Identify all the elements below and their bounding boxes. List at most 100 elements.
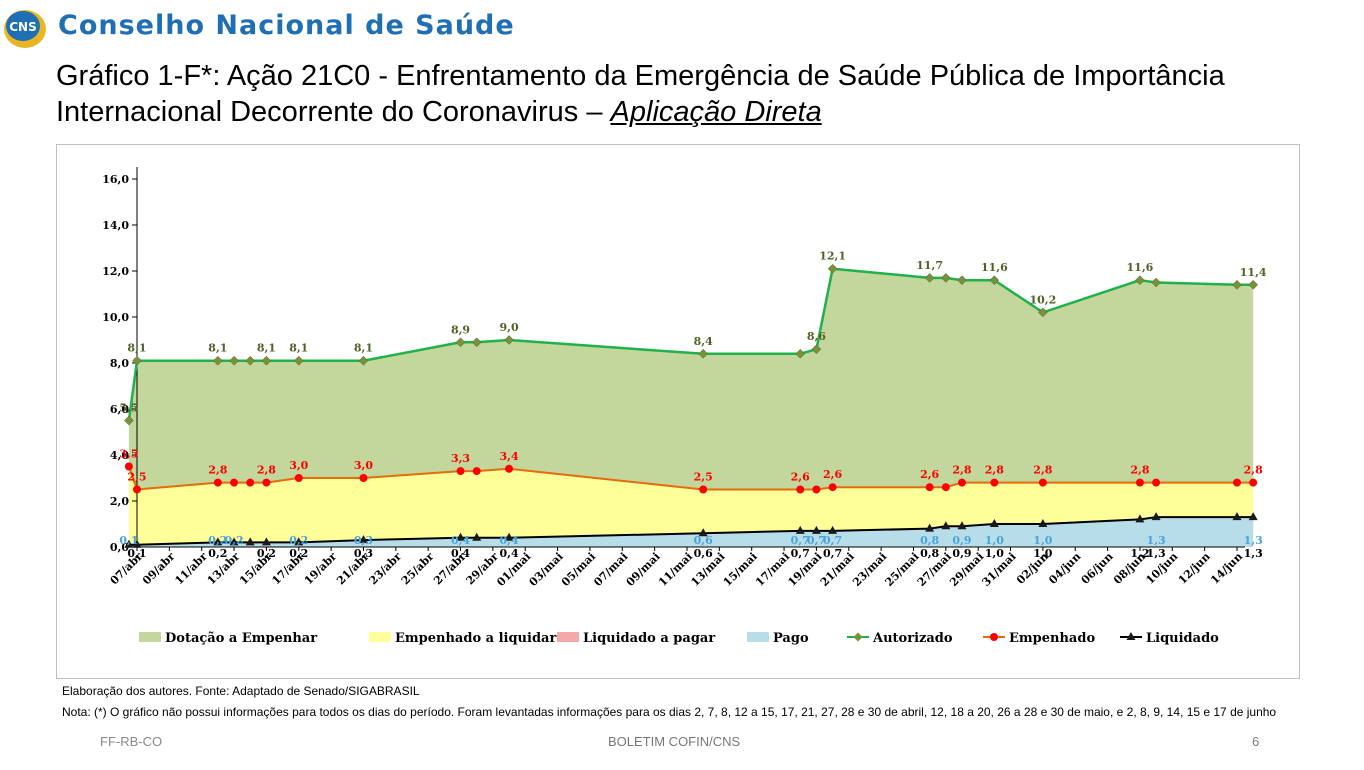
title-main: Gráfico 1-F*: Ação 21C0 - Enfrentamento … — [56, 60, 1225, 128]
liquidado-data-label: 0,1 — [127, 547, 146, 560]
empenhado-point — [1135, 478, 1144, 487]
liquidado-data-label: 1,3 — [1244, 547, 1263, 560]
liquidado-data-label: 0,2 — [208, 547, 227, 560]
area-chart: 0,02,04,06,08,010,012,014,016,007/abr09/… — [102, 167, 1267, 646]
autorizado-data-label: 8,1 — [208, 342, 227, 355]
autorizado-point — [940, 273, 951, 283]
liquidado-point — [989, 519, 999, 527]
liquidado-point — [1038, 519, 1048, 527]
x-tick-label: 11/abr — [172, 550, 210, 588]
autorizado-point — [261, 355, 272, 366]
autorizado-point — [957, 275, 967, 286]
page-title: Gráfico 1-F*: Ação 21C0 - Enfrentamento … — [56, 58, 1316, 130]
autorizado-data-label: 8,1 — [257, 342, 276, 355]
liquidado-point — [795, 525, 805, 534]
legend-swatch — [369, 632, 391, 642]
autorizado-data-label: 5,5 — [119, 402, 138, 415]
liquidado-data-label: 0,8 — [920, 547, 939, 560]
pago-data-label: 1,0 — [985, 534, 1004, 547]
empenhado-data-label: 3,5 — [119, 448, 138, 461]
autorizado-point — [698, 348, 709, 359]
legend-item: Empenhado a liquidar — [369, 631, 556, 646]
liquidado-data-label: 0,6 — [694, 547, 713, 560]
autorizado-data-label: 11,6 — [981, 261, 1008, 274]
y-tick-label: 10,0 — [102, 311, 129, 324]
autorizado-point — [1151, 277, 1161, 288]
header: CNS Conselho Nacional de Saúde — [0, 0, 1364, 50]
legend-label: Empenhado a liquidar — [395, 631, 556, 646]
title-dash: – — [578, 96, 611, 128]
empenhado-data-label: 2,8 — [1033, 464, 1052, 477]
autorizado-point — [1248, 279, 1259, 290]
autorizado-data-label: 9,0 — [499, 321, 518, 334]
x-tick-label: 07/mai — [591, 550, 630, 589]
legend-item: Autorizado — [847, 631, 953, 646]
legend-diamond-marker — [853, 632, 863, 642]
pago-data-label: 0,2 — [224, 534, 243, 547]
empenhado-point — [941, 483, 950, 492]
autorizado-data-label: 8,1 — [289, 342, 308, 355]
liquidado-data-label: 1,3 — [1147, 547, 1166, 560]
liquidado-data-label: 0,7 — [791, 547, 810, 560]
liquidado-point — [811, 525, 821, 534]
liquidado-data-label: 0,9 — [952, 547, 971, 560]
autorizado-point — [989, 275, 1000, 286]
legend-label: Liquidado a pagar — [583, 631, 715, 646]
empenhado-point — [1038, 478, 1047, 487]
empenhado-data-label: 3,0 — [289, 459, 308, 472]
autorizado-point — [924, 273, 935, 283]
x-tick-label: 25/abr — [399, 550, 437, 588]
empenhado-data-label: 3,3 — [451, 452, 470, 465]
pago-data-label: 0,7 — [823, 534, 842, 547]
page-number: 6 — [1252, 734, 1260, 749]
pago-data-label: 0,8 — [920, 534, 939, 547]
x-tick-label: 25/mai — [883, 550, 922, 589]
autorizado-point — [471, 337, 482, 348]
source-text: Elaboração dos autores. Fonte: Adaptado … — [62, 684, 420, 698]
legend-label: Autorizado — [872, 631, 953, 646]
empenhado-data-label: 2,8 — [952, 464, 971, 477]
y-tick-label: 6,0 — [110, 403, 129, 416]
legend-swatch — [557, 632, 579, 642]
liquidado-data-label: 0,7 — [823, 547, 842, 560]
pago-data-label: 0,2 — [208, 534, 227, 547]
x-tick-label: 14/jun — [1208, 550, 1245, 587]
liquidado-point — [698, 528, 708, 537]
autorizado-point — [229, 355, 239, 366]
pago-data-label: 0,7 — [807, 534, 826, 547]
empenhado-point — [1152, 478, 1161, 487]
liquidado-data-label: 0,4 — [499, 547, 518, 560]
autorizado-point — [132, 355, 142, 366]
autorizado-data-label: 10,2 — [1029, 293, 1056, 306]
liquidado-point — [124, 539, 134, 548]
empenhado-point — [359, 474, 368, 482]
autorizado-point — [1232, 279, 1242, 290]
liquidado-data-label: 1,2 — [1130, 547, 1149, 560]
legend-item: Liquidado — [1120, 631, 1219, 646]
autorizado-point — [124, 415, 134, 426]
autorizado-point — [293, 355, 304, 366]
empenhado-data-label: 2,8 — [208, 464, 227, 477]
legend-swatch — [747, 632, 769, 642]
liquidado-point — [1232, 512, 1242, 521]
liquidado-point — [1151, 512, 1161, 521]
empenhado-point — [990, 478, 999, 487]
empenhado-point — [262, 478, 271, 487]
liquidado-point — [941, 521, 951, 530]
empenhado-point — [472, 467, 481, 476]
empenhado-point — [828, 483, 837, 492]
empenhado-point — [124, 462, 133, 471]
liquidado-point — [245, 537, 255, 546]
pago-data-label: 0,9 — [952, 534, 971, 547]
liquidado-point — [456, 532, 466, 541]
footer-left: FF-RB-CO — [100, 734, 163, 749]
legend-item: Dotação a Empenhar — [139, 631, 317, 646]
liquidado-point — [132, 539, 142, 548]
liquidado-point — [1135, 514, 1145, 523]
empenhado-data-label: 2,6 — [920, 468, 939, 481]
footer-center: BOLETIM COFIN/CNS — [608, 734, 741, 749]
liquidado-data-label: 0,2 — [257, 547, 276, 560]
autorizado-point — [213, 355, 223, 366]
legend-label: Empenhado — [1009, 631, 1095, 646]
empenhado-point — [1249, 478, 1258, 487]
